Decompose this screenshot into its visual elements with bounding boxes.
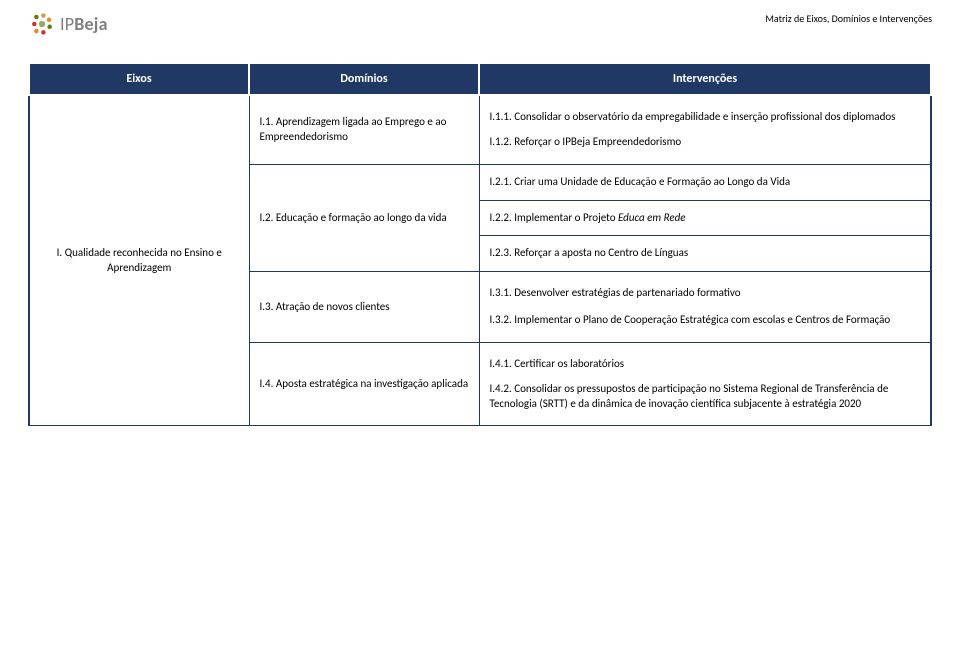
interv-text: I.4.1. Certificar os laboratórios — [490, 357, 921, 372]
matrix-table: Eixos Domínios Intervenções I. Qualidade… — [28, 62, 932, 426]
col-header-eixos: Eixos — [29, 63, 249, 95]
interv-text: I.2.2. Implementar o Projeto — [490, 211, 619, 224]
page-title: Matriz de Eixos, Domínios e Intervenções — [765, 12, 932, 25]
page-header: IPBeja Matriz de Eixos, Domínios e Inter… — [28, 10, 932, 38]
interv-text-italic: Educa em Rede — [618, 211, 686, 224]
cell-dominio: I.1. Aprendizagem ligada ao Emprego e ao… — [249, 95, 479, 164]
cell-intervencao: I.2.1. Criar uma Unidade de Educação e F… — [479, 164, 931, 200]
cell-intervencao: I.3.1. Desenvolver estratégias de parten… — [479, 272, 931, 343]
interv-text: I.1.1. Consolidar o observatório da empr… — [490, 110, 921, 125]
interv-text: I.4.2. Consolidar os pressupostos de par… — [490, 382, 921, 412]
cell-eixo: I. Qualidade reconhecida no Ensino e Apr… — [29, 95, 249, 426]
interv-text: I.1.2. Reforçar o IPBeja Empreendedorism… — [490, 135, 921, 150]
table-header-row: Eixos Domínios Intervenções — [29, 63, 931, 95]
interv-text: I.2.1. Criar uma Unidade de Educação e F… — [490, 175, 791, 188]
col-header-dominios: Domínios — [249, 63, 479, 95]
cell-intervencao: I.2.2. Implementar o Projeto Educa em Re… — [479, 200, 931, 236]
logo-icon — [28, 10, 56, 38]
logo: IPBeja — [28, 10, 108, 38]
interv-text: I.3.1. Desenvolver estratégias de parten… — [490, 286, 921, 301]
cell-dominio: I.4. Aposta estratégica na investigação … — [249, 342, 479, 426]
cell-intervencao: I.2.3. Reforçar a aposta no Centro de Lí… — [479, 236, 931, 272]
logo-text: IPBeja — [60, 13, 108, 35]
cell-intervencao: I.1.1. Consolidar o observatório da empr… — [479, 95, 931, 164]
cell-dominio: I.3. Atração de novos clientes — [249, 272, 479, 343]
cell-intervencao: I.4.1. Certificar os laboratórios I.4.2.… — [479, 342, 931, 426]
interv-text: I.2.3. Reforçar a aposta no Centro de Lí… — [490, 246, 689, 259]
cell-dominio: I.2. Educação e formação ao longo da vid… — [249, 164, 479, 272]
logo-text-rest: Beja — [74, 13, 107, 35]
interv-text: I.3.2. Implementar o Plano de Cooperação… — [490, 313, 921, 328]
col-header-intervencoes: Intervenções — [479, 63, 931, 95]
logo-text-ip: IP — [60, 13, 74, 35]
table-row: I. Qualidade reconhecida no Ensino e Apr… — [29, 95, 931, 164]
